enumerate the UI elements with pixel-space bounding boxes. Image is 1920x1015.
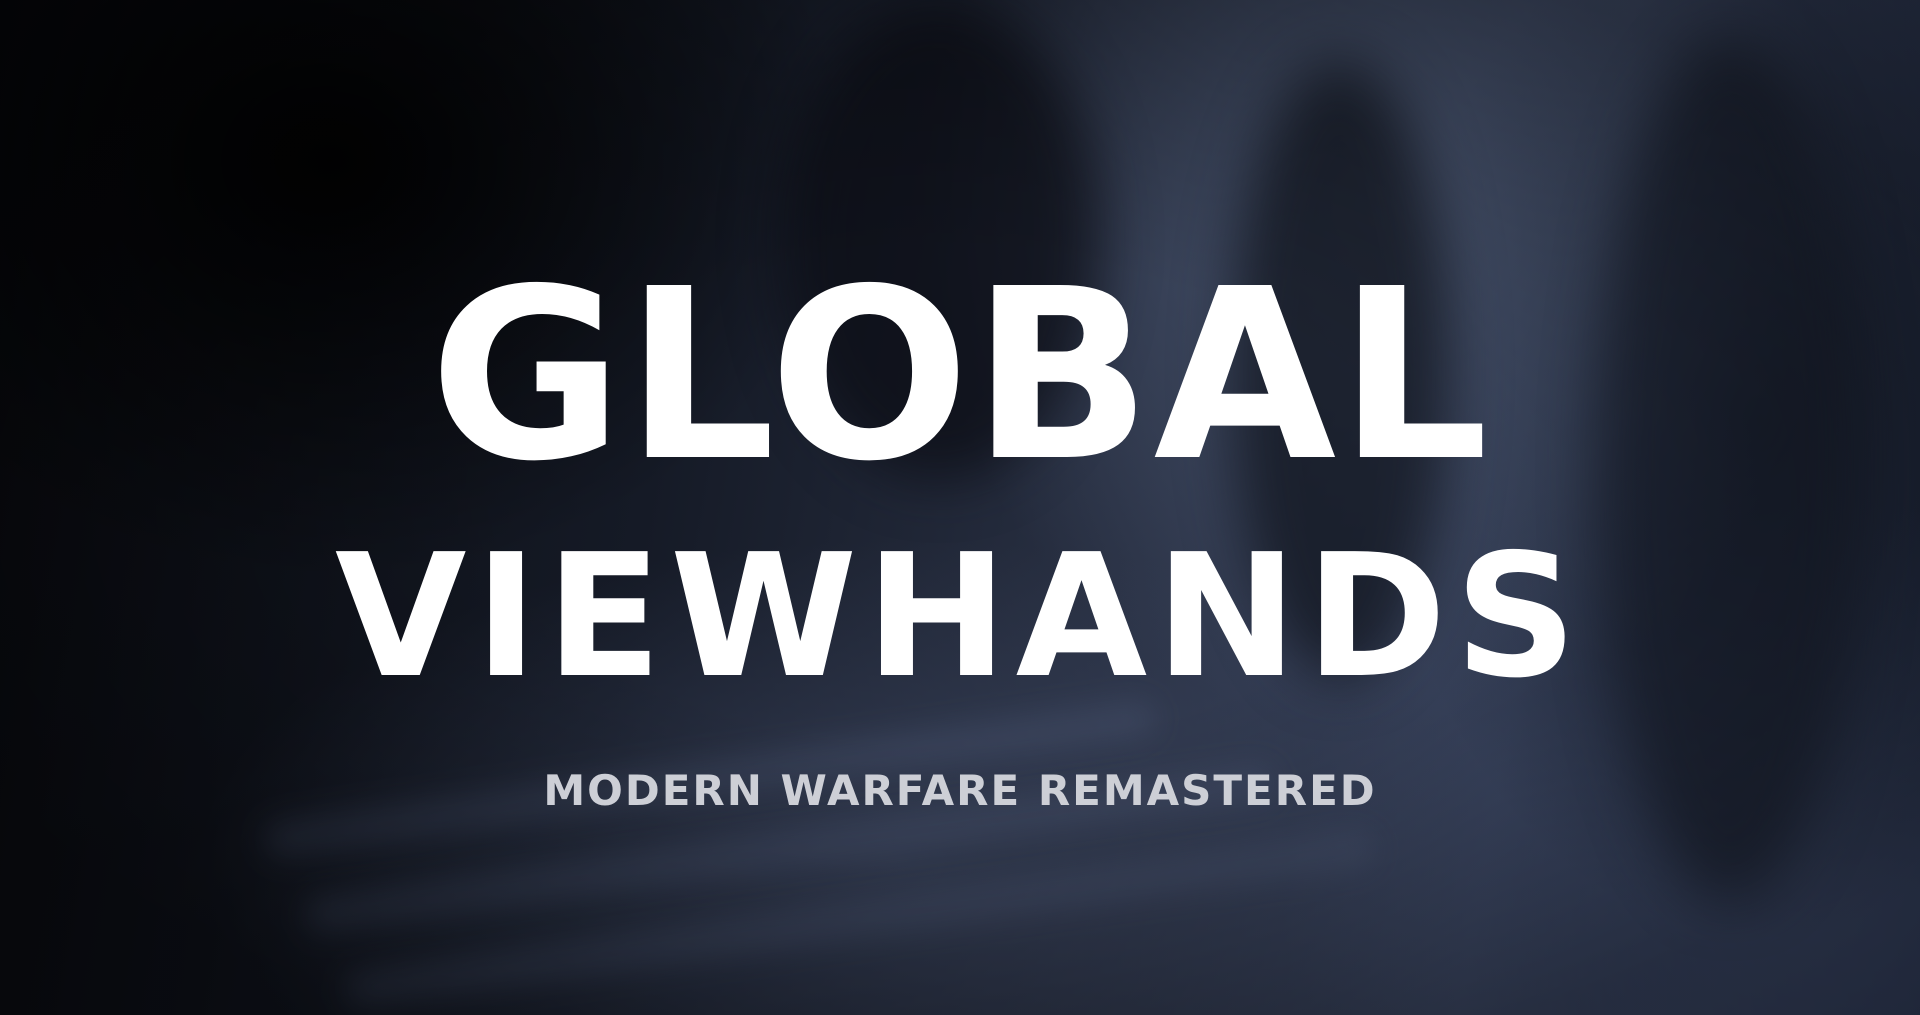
subtitle: MODERN WARFARE REMASTERED	[543, 766, 1377, 815]
background-tree-shape	[780, 0, 1100, 480]
title-line-2: VIEWHANDS	[334, 518, 1586, 716]
background-tree-shape	[1230, 60, 1450, 680]
background-tree-shape	[1600, 40, 1860, 900]
title-line-1: GLOBAL	[429, 238, 1491, 513]
